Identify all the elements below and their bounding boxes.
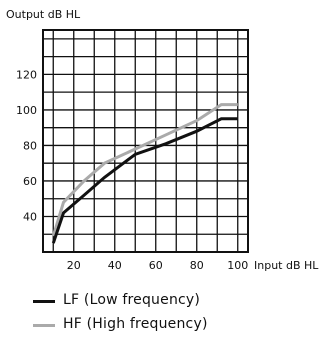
y-tick-label: 60	[23, 175, 37, 188]
grid	[43, 30, 248, 252]
y-tick-label: 120	[16, 68, 37, 81]
axes	[42, 29, 249, 253]
x-tick-label: 20	[67, 259, 81, 272]
x-tick-label: 40	[108, 259, 122, 272]
x-tick-label: 80	[190, 259, 204, 272]
y-tick-label: 40	[23, 210, 37, 223]
legend-swatch-lf	[33, 300, 55, 303]
legend-label-lf: LF (Low frequency)	[63, 292, 201, 308]
legend-item-hf: HF (High frequency)	[33, 314, 293, 338]
x-tick-label: 100	[227, 259, 248, 272]
legend-label-hf: HF (High frequency)	[63, 316, 208, 332]
x-axis-label: Input dB HL	[254, 259, 319, 272]
plot-frame	[42, 29, 249, 253]
chart: 20 40 60 80 100 40 60 80 100 120 Output dB HL Inp…	[6, 8, 319, 272]
series-line-hf	[51, 103, 238, 237]
series-layer	[51, 103, 238, 244]
legend: LF (Low frequency) HF (High frequency)	[33, 290, 293, 338]
y-tick-label: 80	[23, 139, 37, 152]
legend-item-lf: LF (Low frequency)	[33, 290, 293, 314]
y-axis-label: Output dB HL	[6, 8, 81, 21]
y-tick-label: 100	[16, 104, 37, 117]
legend-swatch-hf	[33, 324, 55, 327]
x-tick-label: 60	[149, 259, 163, 272]
series-line-lf	[51, 117, 238, 244]
tick-labels: 20 40 60 80 100 40 60 80 100 120	[16, 68, 248, 272]
